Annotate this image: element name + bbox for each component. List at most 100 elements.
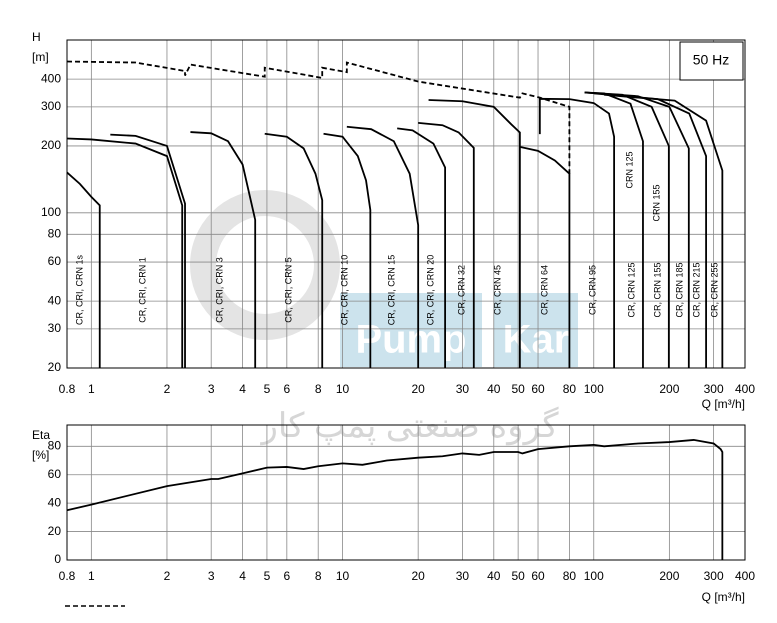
plot-frame [66, 424, 746, 561]
x-tick-label: 0.8 [59, 569, 76, 583]
x-tick-label: 100 [584, 382, 604, 396]
y-tick-label: 300 [41, 99, 61, 113]
watermark-box [340, 293, 482, 367]
x-tick-label: 300 [704, 382, 724, 396]
y-tick-label: 80 [48, 438, 62, 452]
badge-box [679, 41, 744, 81]
curve-label: CRN 125 [624, 151, 634, 188]
watermark-subtitle: گروه صنعتی پمپ کار [259, 406, 559, 446]
curve-label: CR, CRI, CRN 1s [74, 255, 84, 326]
curve-label: CR, CRN 45 [492, 265, 502, 315]
curve-label: CR, CRI, CRN 5 [283, 257, 293, 323]
x-tick-label: 200 [659, 569, 679, 583]
series-line [604, 93, 724, 368]
series-line [66, 137, 184, 368]
x-tick-label: 5 [264, 569, 271, 583]
x-tick-label: 200 [659, 382, 679, 396]
x-tick-label: 10 [336, 382, 350, 396]
y-tick-label: 80 [48, 226, 62, 240]
y-tick-label: 60 [48, 467, 62, 481]
curve-label: CRN 155 [651, 184, 661, 221]
x-tick-label: 0.8 [59, 382, 76, 396]
x-tick-label: 2 [164, 569, 171, 583]
x-tick-label: 60 [531, 569, 545, 583]
x-tick-label: 3 [208, 382, 215, 396]
y-axis-title: Eta [32, 428, 50, 442]
series-line [418, 122, 475, 368]
watermark-gear [190, 190, 340, 340]
curve-label: CR, CRN 185 [674, 262, 684, 317]
curve-label: CR, CRN 95 [587, 265, 597, 315]
y-tick-label: 400 [41, 71, 61, 85]
x-tick-label: 8 [315, 569, 322, 583]
x-tick-label: 10 [336, 569, 350, 583]
x-tick-label: 1 [88, 382, 95, 396]
plot-frame [66, 39, 746, 369]
x-tick-label: 4 [239, 569, 246, 583]
x-axis-label: Q [m³/h] [702, 590, 745, 604]
curve-label: CR, CRI, CRN 3 [214, 257, 224, 323]
x-tick-label: 60 [531, 382, 545, 396]
y-tick-label: 20 [48, 360, 62, 374]
series-line [110, 133, 186, 368]
y-axis-label: [m] [32, 50, 49, 64]
series-line [66, 60, 571, 174]
curve-label: CR, CRN 215 [691, 262, 701, 317]
watermark: Pump Kar گروه صنعتی پمپ کار [190, 190, 578, 446]
curve-label: CR, CRN 32 [456, 265, 466, 315]
series-line [397, 127, 447, 368]
y-tick-label: 20 [48, 524, 62, 538]
x-tick-label: 2 [164, 382, 171, 396]
x-tick-label: 5 [264, 382, 271, 396]
curve-label: CR, CRI, CRN 10 [339, 255, 349, 326]
x-tick-label: 20 [411, 569, 425, 583]
x-tick-label: 50 [511, 569, 525, 583]
x-tick-label: 80 [563, 382, 577, 396]
watermark-word: Pump [355, 318, 466, 362]
x-axis-label: Q [m³/h] [702, 397, 745, 411]
x-tick-label: 40 [487, 569, 501, 583]
series-line [323, 132, 372, 368]
series-line [264, 132, 324, 368]
x-tick-label: 1 [88, 569, 95, 583]
x-tick-label: 40 [487, 382, 501, 396]
curve-label: CR, CRN 255 [709, 262, 719, 317]
y-axis-label: [%] [32, 448, 49, 462]
series-line [519, 146, 571, 368]
curve-label: CR, CRI, CRN 20 [425, 255, 435, 326]
watermark-word: Kar [503, 318, 570, 362]
x-tick-label: 6 [283, 382, 290, 396]
series-line [538, 97, 616, 368]
watermark-box [494, 293, 578, 367]
x-tick-label: 400 [735, 569, 755, 583]
series-line [428, 99, 521, 368]
x-tick-label: 4 [239, 382, 246, 396]
y-tick-label: 40 [48, 293, 62, 307]
curve-label: CR, CRI, CRN 15 [386, 255, 396, 326]
curve-label: CR, CRI, CRN 1 [137, 257, 147, 323]
badge: 50 Hz [693, 52, 730, 68]
x-tick-label: 400 [735, 382, 755, 396]
y-tick-label: 200 [41, 138, 61, 152]
y-tick-label: 100 [41, 205, 61, 219]
x-tick-label: 20 [411, 382, 425, 396]
x-tick-label: 6 [283, 569, 290, 583]
y-tick-label: 60 [48, 254, 62, 268]
curve-label: CR, CRN 64 [539, 265, 549, 315]
x-tick-label: 30 [456, 382, 470, 396]
x-tick-label: 100 [584, 569, 604, 583]
series-line [346, 125, 420, 368]
series-line [66, 439, 724, 560]
curve-label: CR, CRN 125 [626, 262, 636, 317]
x-tick-label: 80 [563, 569, 577, 583]
series-line [190, 131, 257, 368]
x-tick-label: 3 [208, 569, 215, 583]
series-line [584, 91, 690, 368]
x-tick-label: 8 [315, 382, 322, 396]
curve-label: CR, CRN 155 [652, 262, 662, 317]
y-tick-label: 40 [48, 495, 62, 509]
y-tick-label: 30 [48, 321, 62, 335]
series-line [584, 91, 670, 368]
x-tick-label: 30 [456, 569, 470, 583]
